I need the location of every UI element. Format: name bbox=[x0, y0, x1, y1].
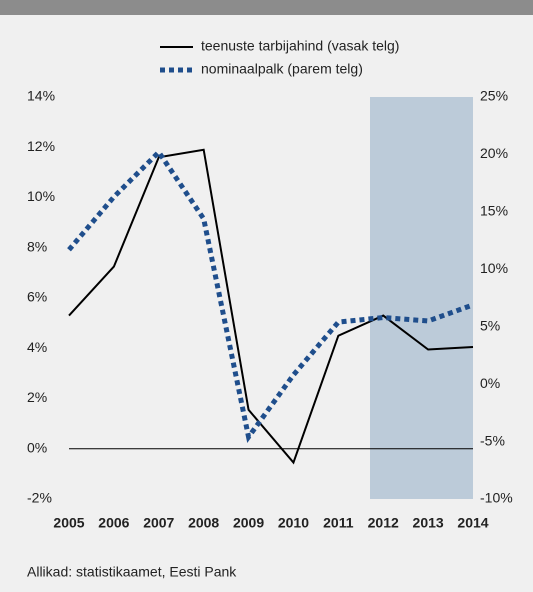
legend-label: nominaalpalk (parem telg) bbox=[201, 61, 363, 77]
source: Allikad: statistikaamet, Eesti Pank bbox=[27, 564, 237, 580]
x-tick-label: 2011 bbox=[323, 515, 354, 531]
y-tick-label: 10% bbox=[27, 188, 55, 204]
y2-tick-label: 5% bbox=[480, 317, 500, 333]
y-tick-label: 0% bbox=[27, 439, 47, 455]
series-line bbox=[67, 148, 474, 444]
y-tick-label: 12% bbox=[27, 138, 55, 154]
y-tick-label: 14% bbox=[27, 88, 55, 104]
y-tick-label: 6% bbox=[27, 289, 47, 305]
x-tick-label: 2013 bbox=[413, 515, 444, 531]
y2-tick-label: -5% bbox=[480, 432, 505, 448]
x-tick-label: 2006 bbox=[98, 515, 129, 531]
x-tick-label: 2014 bbox=[457, 515, 488, 531]
y2-tick-label: 15% bbox=[480, 203, 508, 219]
x-tick-label: 2008 bbox=[188, 515, 219, 531]
y2-tick-label: 20% bbox=[480, 145, 508, 161]
x-tick-label: 2012 bbox=[368, 515, 399, 531]
x-tick-label: 2010 bbox=[278, 515, 309, 531]
legend-label: teenuste tarbijahind (vasak telg) bbox=[201, 38, 399, 54]
y-tick-label: 8% bbox=[27, 238, 47, 254]
series-line bbox=[68, 148, 474, 465]
y2-tick-label: 0% bbox=[480, 375, 500, 391]
shaded-region bbox=[370, 97, 473, 499]
y-tick-label: 4% bbox=[27, 339, 47, 355]
y2-tick-label: 25% bbox=[480, 88, 508, 104]
y2-tick-label: 10% bbox=[480, 260, 508, 276]
x-tick-label: 2007 bbox=[143, 515, 174, 531]
header-bar bbox=[0, 0, 533, 15]
x-tick-label: 2009 bbox=[233, 515, 264, 531]
y-tick-label: -2% bbox=[27, 490, 52, 506]
x-tick-label: 2005 bbox=[53, 515, 84, 531]
y2-tick-label: -10% bbox=[480, 490, 513, 506]
y-tick-label: 2% bbox=[27, 389, 47, 405]
